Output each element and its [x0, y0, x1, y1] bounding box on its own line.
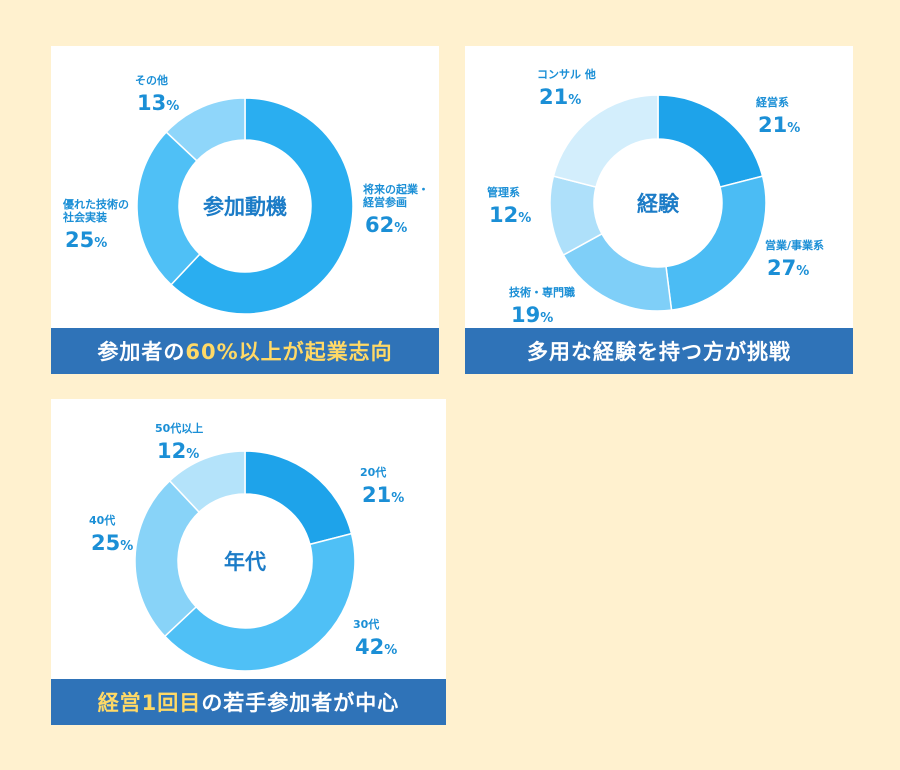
slice-label-text: その他	[135, 73, 168, 87]
slice-label-将来の起業-経営参画: 将来の起業・経営参画 62%	[363, 182, 429, 237]
slice-label-text: 20代	[360, 465, 386, 479]
slice-label-text: 営業/事業系	[765, 238, 824, 252]
donut-center-label: 経験	[637, 192, 680, 216]
caption-text: の若手参加者が中心	[201, 691, 400, 715]
slice-value-label: 19%	[511, 303, 553, 327]
slice-label-コンサル-他: コンサル 他 21%	[537, 67, 596, 109]
donut-center-label: 参加動機	[203, 195, 287, 219]
slice-value-label: 21%	[758, 113, 800, 137]
slice-value-label: 25%	[91, 531, 133, 555]
caption-text: 参加者の	[97, 340, 186, 364]
caption-motivation: 参加者の 60%以上が起業志向	[51, 328, 439, 374]
caption-highlight-text: 60%以上が起業志向	[185, 340, 393, 364]
slice-label-text: 優れた技術の	[62, 197, 129, 211]
slice-label-text: コンサル 他	[537, 67, 596, 81]
slice-value-label: 25%	[65, 228, 107, 252]
slice-value-label: 12%	[157, 439, 199, 463]
slice-label-text: 50代以上	[155, 421, 203, 435]
caption-age: 経営1回目 の若手参加者が中心	[51, 679, 446, 725]
slice-label-text: 経営参画	[363, 195, 407, 209]
slice-value-label: 27%	[767, 256, 809, 280]
slice-value-label: 12%	[489, 203, 531, 227]
donut-slice-20代	[244, 450, 353, 546]
slice-label-技術-専門職: 技術・専門職 19%	[509, 285, 575, 327]
donut-slice-経営系	[657, 94, 764, 188]
slice-value-label: 42%	[355, 635, 397, 659]
chart-card-age: 20代 21% 30代 42% 40代 25% 50代以上 12% 年代 経営1回目 の若手参加者…	[51, 399, 446, 725]
slice-label-text: 社会実装	[62, 210, 107, 224]
slice-label-text: 40代	[89, 513, 115, 527]
slice-label-経営系: 経営系 21%	[756, 95, 800, 137]
donut-slice-将来の起業-経営参画	[170, 97, 354, 315]
slice-value-label: 62%	[365, 213, 407, 237]
slice-label-50代以上: 50代以上 12%	[155, 421, 203, 463]
donut-center-label: 年代	[224, 550, 266, 574]
caption-text: 多用な経験を持つ方が挑戦	[527, 340, 791, 364]
slice-label-営業-事業系: 営業/事業系 27%	[765, 238, 824, 280]
donut-slice-コンサル-他	[552, 94, 659, 188]
donut-slice-営業-事業系	[665, 175, 767, 311]
caption-highlight-text: 経営1回目	[97, 691, 202, 715]
slice-label-text: 技術・専門職	[509, 285, 575, 299]
donut-slice-40代	[134, 479, 201, 638]
donut-slice-50代以上	[168, 450, 246, 514]
slice-value-label: 21%	[362, 483, 404, 507]
donut-slice-30代	[163, 532, 356, 672]
slice-value-label: 13%	[137, 91, 179, 115]
slice-label-text: 30代	[353, 617, 379, 631]
slice-value-label: 21%	[539, 85, 581, 109]
slice-label-管理系: 管理系 12%	[487, 185, 531, 227]
slice-label-text: 管理系	[487, 185, 520, 199]
slice-label-text: 将来の起業・	[363, 182, 429, 196]
slice-label-その他: その他 13%	[135, 73, 179, 115]
chart-card-motivation: 将来の起業・ 経営参画 62% 優れた技術の 社会実装 25% その他 13% 参加動機 参加者…	[51, 46, 439, 374]
chart-card-experience: 経営系 21% 営業/事業系 27% 技術・専門職 19% 管理系 12% コンサル 他 21% 経…	[465, 46, 853, 374]
caption-experience: 多用な経験を持つ方が挑戦	[465, 328, 853, 374]
donut-slice-その他	[165, 97, 246, 162]
slice-label-text: 経営系	[756, 95, 789, 109]
